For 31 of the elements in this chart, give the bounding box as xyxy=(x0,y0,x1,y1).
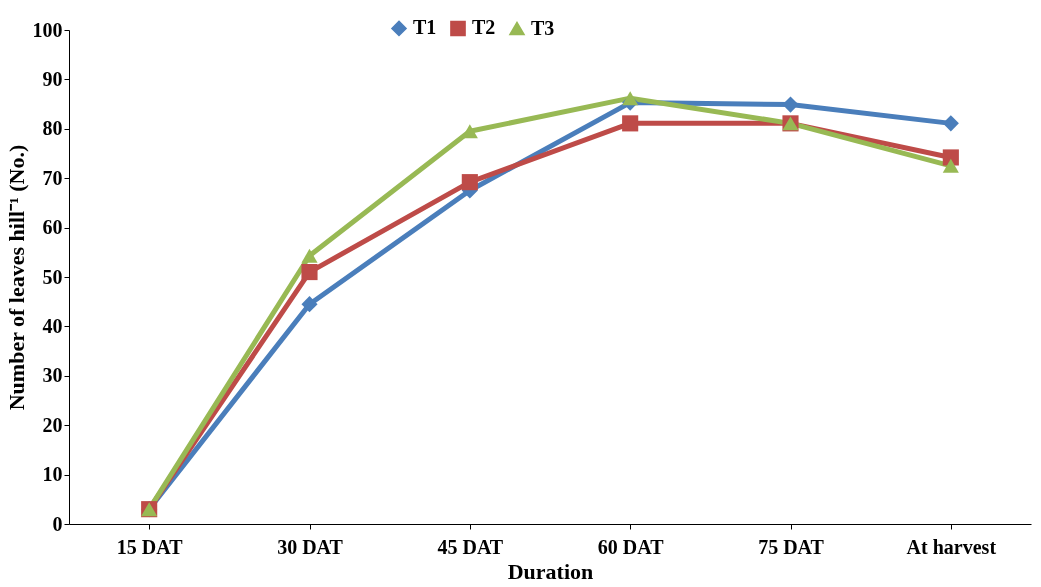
x-axis-title: Duration xyxy=(507,558,594,584)
point xyxy=(301,248,318,263)
point xyxy=(622,91,639,106)
x-tick-label: 75 DAT xyxy=(758,535,825,558)
y-tick-label: 0 xyxy=(52,512,63,535)
point xyxy=(301,296,318,313)
y-tick-label: 40 xyxy=(42,314,63,337)
point xyxy=(942,158,959,173)
x-tick-label: 45 DAT xyxy=(437,535,504,558)
point xyxy=(461,174,478,191)
x-tick-label: 60 DAT xyxy=(597,535,665,558)
legend-label: T2 xyxy=(472,16,496,39)
y-tick-label: 50 xyxy=(42,265,63,288)
y-tick-label: 90 xyxy=(42,67,63,90)
x-tick-label: 30 DAT xyxy=(277,535,344,558)
point xyxy=(622,115,639,132)
y-axis-title: Number of leaves hill⁻¹ (No.) xyxy=(3,144,29,411)
x-tick-label: At harvest xyxy=(906,535,997,558)
point xyxy=(942,115,959,132)
legend-label: T1 xyxy=(413,16,437,39)
y-tick-label: 60 xyxy=(42,216,63,239)
y-tick-label: 20 xyxy=(42,413,63,436)
point xyxy=(782,96,799,113)
y-tick-label: 30 xyxy=(42,364,63,387)
y-tick-label: 80 xyxy=(42,117,63,140)
y-tick-label: 70 xyxy=(42,166,63,189)
point xyxy=(301,264,318,281)
y-tick-label: 10 xyxy=(42,463,63,486)
legend-label: T3 xyxy=(531,16,555,39)
x-tick-label: 15 DAT xyxy=(116,535,184,558)
y-tick-label: 100 xyxy=(32,18,63,41)
